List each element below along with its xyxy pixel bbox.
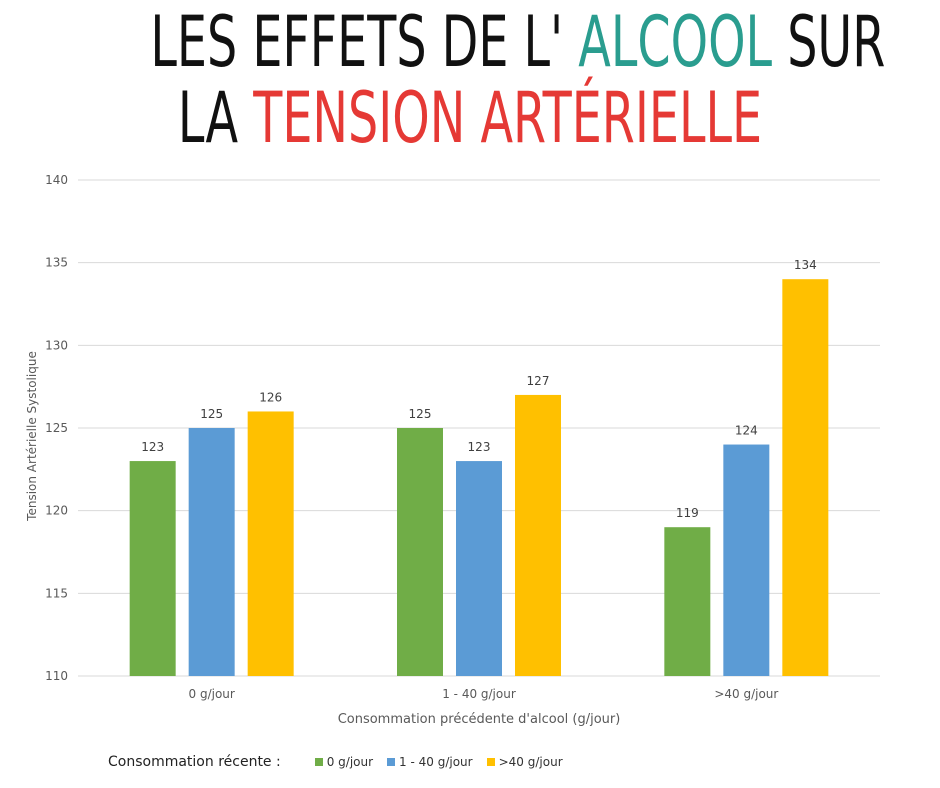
bar — [247, 411, 294, 676]
bar — [456, 461, 502, 676]
legend-item: 1 - 40 g/jour — [387, 755, 473, 769]
bar-chart: 110 115 120 125 130 135 140 123 125 126 0 g/jour 12… — [25, 173, 880, 727]
bar — [188, 428, 235, 676]
legend-items: 0 g/jour 1 - 40 g/jour >40 g/jour — [314, 755, 577, 769]
legend-swatch — [387, 758, 396, 766]
title-line1-after: SUR — [787, 1, 886, 83]
title-line-2: LA TENSION ARTÉRIELLE — [150, 80, 789, 156]
data-label: 124 — [735, 424, 758, 438]
bar — [397, 428, 443, 676]
x-tick-label: 0 g/jour — [189, 687, 235, 701]
title-highlight-tension: TENSION ARTÉRIELLE — [253, 77, 763, 159]
data-label: 125 — [200, 407, 223, 421]
y-tick-label: 110 — [45, 669, 68, 683]
x-axis-title: Consommation précédente d'alcool (g/jour… — [338, 712, 621, 727]
legend-lead-label: Consommation récente : — [108, 754, 281, 770]
data-label: 125 — [409, 407, 432, 421]
data-label: 119 — [676, 506, 699, 520]
x-tick-label: >40 g/jour — [714, 687, 778, 701]
data-label: 126 — [259, 390, 282, 404]
bar — [664, 527, 711, 676]
legend-label: 0 g/jour — [326, 755, 374, 769]
title-highlight-alcool: ALCOOL — [578, 1, 773, 83]
data-label: 127 — [527, 374, 550, 388]
legend-swatch — [314, 758, 323, 766]
y-tick-label: 140 — [45, 173, 68, 187]
chart-title: LES EFFETS DE L' ALCOOL SUR LA TENSION A… — [150, 1, 885, 156]
title-line2-before: LA — [177, 77, 239, 159]
bar — [782, 279, 829, 676]
y-tick-label: 125 — [45, 421, 68, 435]
y-axis-title: Tension Artérielle Systolique — [25, 351, 39, 522]
legend-swatch — [486, 758, 495, 766]
title-line-1: LES EFFETS DE L' ALCOOL SUR — [150, 1, 885, 83]
legend-item: >40 g/jour — [486, 755, 563, 769]
data-label: 123 — [468, 440, 491, 454]
y-tick-label: 115 — [45, 586, 68, 600]
x-tick-label: 1 - 40 g/jour — [442, 687, 516, 701]
legend-item: 0 g/jour — [314, 755, 374, 769]
data-label: 134 — [794, 258, 817, 272]
bar — [515, 394, 561, 676]
data-label: 123 — [141, 440, 164, 454]
legend-label: 1 - 40 g/jour — [399, 755, 473, 769]
y-tick-label: 120 — [45, 504, 68, 518]
legend-label: >40 g/jour — [498, 755, 563, 769]
bar — [723, 444, 770, 676]
legend: Consommation récente : 0 g/jour 1 - 40 g/… — [108, 752, 577, 772]
bar — [129, 461, 176, 676]
y-tick-label: 130 — [45, 338, 68, 352]
y-tick-label: 135 — [45, 256, 68, 270]
title-line1-before: LES EFFETS DE L' — [150, 1, 564, 83]
